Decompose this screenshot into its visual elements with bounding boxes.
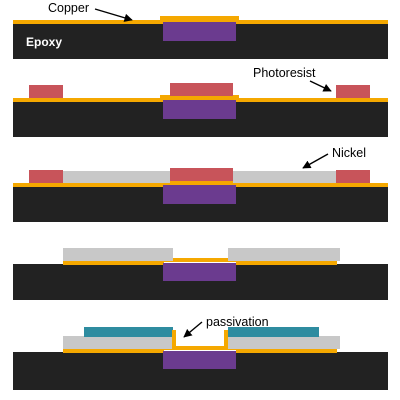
photoresist-center (170, 83, 233, 96)
photoresist-left (29, 85, 63, 98)
nickel-right (228, 336, 340, 349)
passivation-label: passivation (206, 315, 269, 329)
nickel-label: Nickel (332, 146, 366, 160)
pad (163, 185, 236, 204)
copper-pad-outline (160, 180, 239, 184)
nickel-left (63, 248, 173, 261)
passivation-arrow (183, 321, 203, 338)
pad (163, 22, 236, 41)
step-2-photoresist: Photoresist (13, 66, 388, 137)
photoresist-right (336, 170, 370, 183)
copper-under-left (63, 349, 164, 353)
nickel-right (228, 248, 340, 261)
copper-pad-outline (160, 95, 239, 99)
photoresist-left (29, 170, 63, 183)
step-1-copper-seed: Copper Epoxy (13, 1, 388, 59)
copper-under-right (236, 261, 337, 265)
step-3-nickel: Nickel (13, 146, 388, 222)
copper-pad-outline (160, 258, 239, 262)
nickel-right (233, 171, 336, 183)
copper-arrow (94, 8, 133, 22)
nickel-arrow (302, 153, 329, 169)
step-5-passivation: passivation (13, 315, 388, 390)
copper-under-right (236, 349, 337, 353)
pad (163, 100, 236, 119)
photoresist-label: Photoresist (253, 66, 316, 80)
pad (163, 263, 236, 281)
nickel-left (63, 171, 170, 183)
step-4-strip-etch (13, 248, 388, 300)
nickel-left (63, 336, 173, 349)
copper-edge-right (224, 330, 228, 350)
epoxy-label: Epoxy (26, 35, 62, 49)
copper-pad-outline (160, 16, 239, 20)
copper-label: Copper (48, 1, 89, 15)
copper-under-left (63, 261, 164, 265)
passivation-right (228, 327, 319, 337)
copper-pad-outline (160, 346, 239, 350)
copper-edge-left (172, 330, 176, 350)
photoresist-arrow (309, 80, 332, 92)
photoresist-right (336, 85, 370, 98)
photoresist-center (170, 168, 233, 181)
passivation-left (84, 327, 173, 337)
pad (163, 351, 236, 369)
